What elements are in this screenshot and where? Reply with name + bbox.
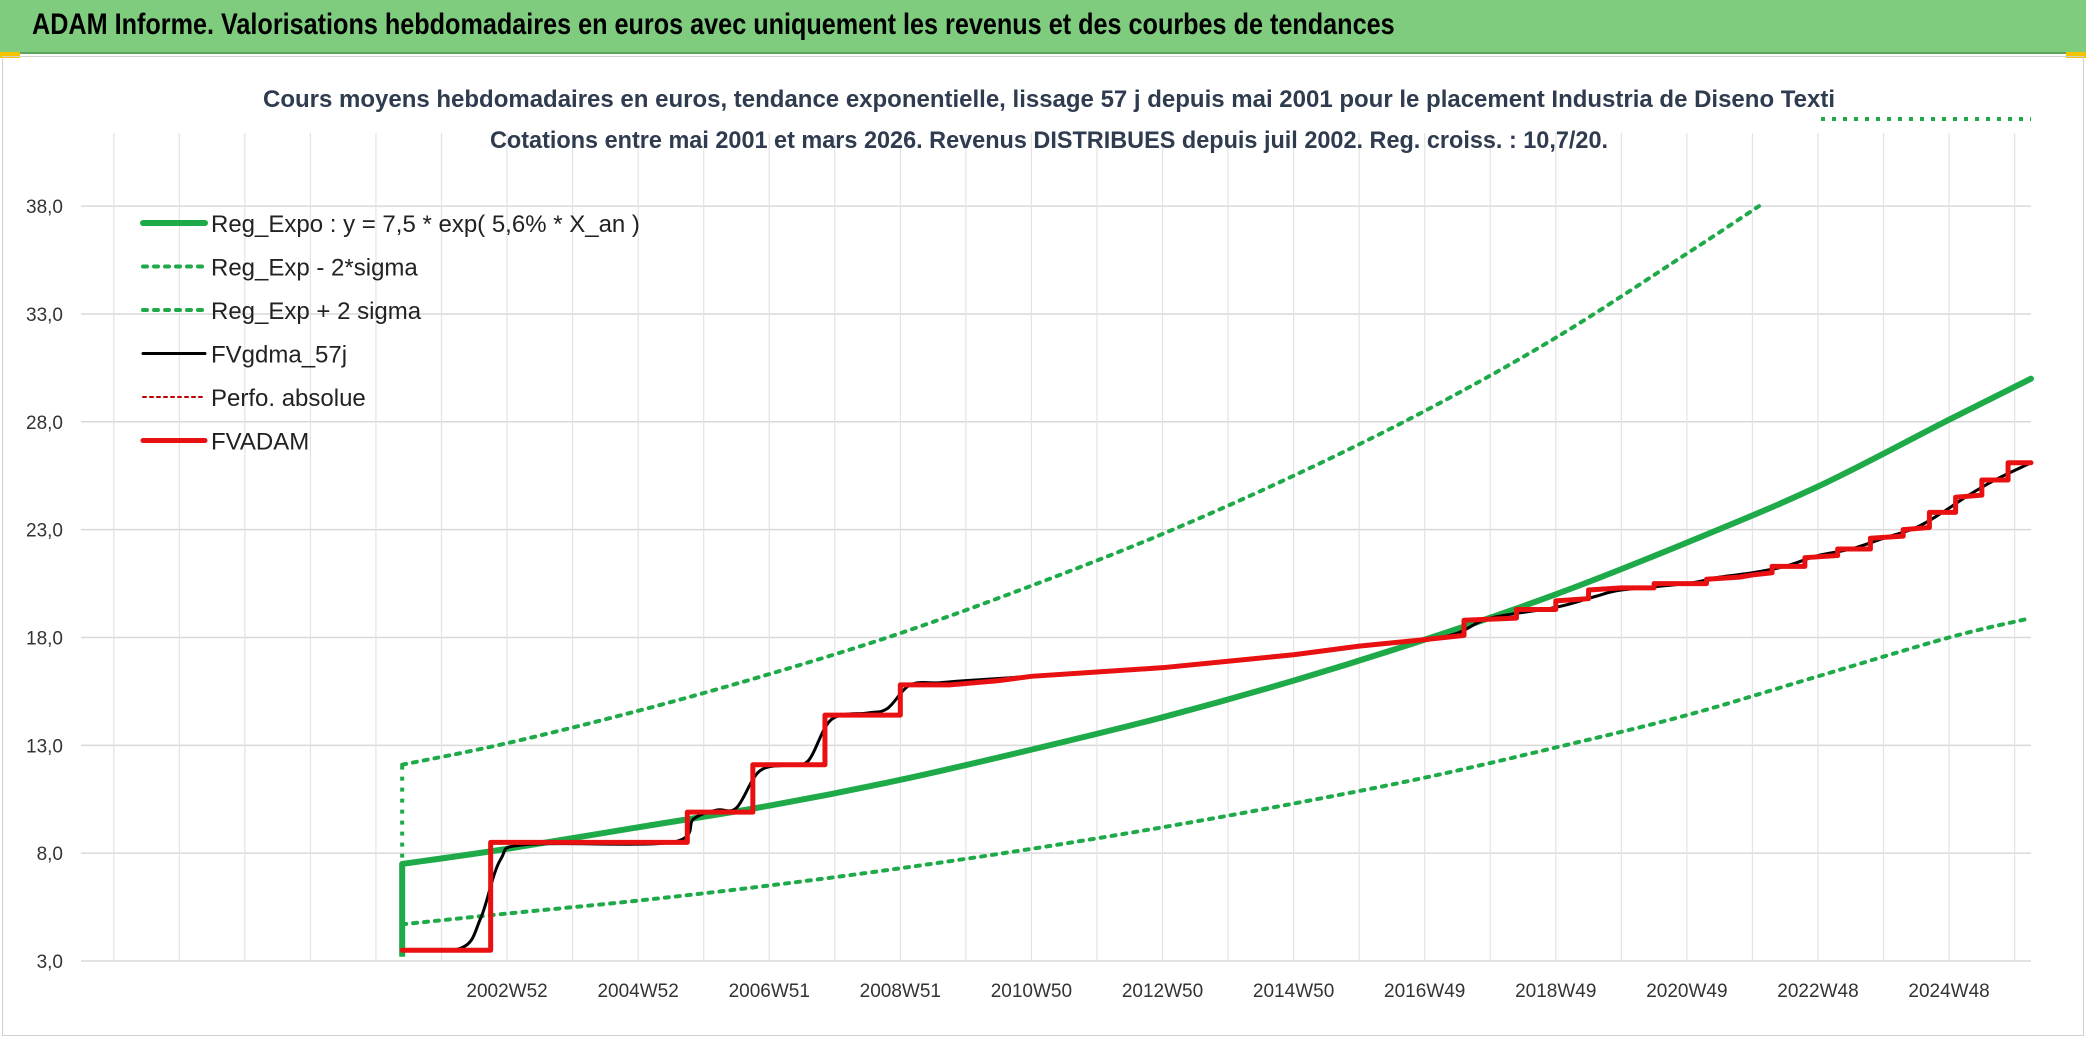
legend-label-reg-exp-2-sigma: Reg_Exp - 2*sigma [211,255,418,282]
legend-label-fvgdma-57j: FVgdma_57j [211,342,347,369]
y-tick-label: 13,0 [26,736,63,757]
chart-area: 3,0 8,0 13,0 18,0 23,0 28,0 33,0 38,0 2002W52 200… [2,56,2084,1036]
chart-legend: Reg_Expo : y = 7,5 * exp( 5,6% * X_an ) R… [140,211,640,456]
legend-label-reg-expo-y-7-5-exp-5-6-x-an: Reg_Expo : y = 7,5 * exp( 5,6% * X_an ) [211,211,640,238]
corner-marker-right [2066,52,2086,58]
report-title: ADAM Informe. Valorisations hebdomadaire… [32,8,1395,41]
y-tick-label: 3,0 [37,952,63,973]
legend-label-perfo-absolue: Perfo. absolue [211,385,366,412]
y-tick-label: 28,0 [26,413,63,434]
x-tick-label: 2024W48 [1908,981,1989,1002]
legend-label-reg-exp-2-sigma: Reg_Exp + 2 sigma [211,298,422,325]
chart-title-line1: Cours moyens hebdomadaires en euros, ten… [263,86,1835,113]
x-tick-label: 2002W52 [466,981,547,1002]
x-tick-label: 2010W50 [991,981,1072,1002]
series-line-reg-expo-y-7-5-exp-5-6-x-an [399,375,2034,867]
x-tick-label: 2020W49 [1646,981,1727,1002]
x-tick-label: 2018W49 [1515,981,1596,1002]
y-tick-label: 23,0 [26,521,63,542]
legend-label-fvadam: FVADAM [211,429,309,456]
y-tick-label: 18,0 [26,628,63,649]
series-line-reg-exp-2-sigma [400,616,2033,927]
report-header: ADAM Informe. Valorisations hebdomadaire… [0,0,2086,54]
x-tick-label: 2008W51 [860,981,941,1002]
x-tick-label: 2004W52 [597,981,678,1002]
chart-title-line2: Cotations entre mai 2001 et mars 2026. R… [490,127,1608,154]
series-line-reg-exp-2-sigma [400,204,1761,767]
x-tick-label: 2014W50 [1253,981,1334,1002]
y-tick-label: 33,0 [26,305,63,326]
x-tick-label: 2006W51 [729,981,810,1002]
series-line-fvgdma-57j [400,461,2033,953]
line-chart: 3,0 8,0 13,0 18,0 23,0 28,0 33,0 38,0 2002W52 200… [26,86,2034,1002]
series-line-fvadam [399,460,2034,953]
x-tick-label: 2022W48 [1777,981,1858,1002]
y-tick-label: 8,0 [37,844,63,865]
y-tick-label: 38,0 [26,197,63,218]
x-tick-label: 2012W50 [1122,981,1203,1002]
corner-marker-left [0,52,20,58]
x-tick-label: 2016W49 [1384,981,1465,1002]
